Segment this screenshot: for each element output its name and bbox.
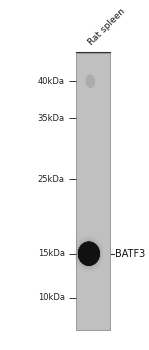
Ellipse shape (80, 244, 98, 264)
Ellipse shape (79, 243, 98, 264)
Ellipse shape (79, 243, 98, 264)
Ellipse shape (80, 244, 98, 263)
Ellipse shape (77, 239, 101, 268)
Ellipse shape (79, 242, 99, 265)
Ellipse shape (80, 244, 98, 263)
Ellipse shape (79, 243, 99, 265)
Text: 35kDa: 35kDa (38, 114, 65, 123)
Ellipse shape (77, 240, 101, 267)
Ellipse shape (79, 243, 99, 265)
Ellipse shape (79, 243, 99, 265)
Ellipse shape (79, 243, 98, 264)
Ellipse shape (79, 243, 99, 265)
Text: 40kDa: 40kDa (38, 77, 65, 86)
Text: Rat spleen: Rat spleen (87, 7, 127, 48)
Ellipse shape (85, 75, 95, 88)
Text: 15kDa: 15kDa (38, 249, 65, 258)
Ellipse shape (81, 245, 97, 263)
Ellipse shape (80, 244, 98, 264)
Ellipse shape (80, 244, 98, 264)
Bar (76, 52, 110, 330)
Ellipse shape (78, 242, 100, 265)
Text: 10kDa: 10kDa (38, 293, 65, 302)
Ellipse shape (80, 244, 97, 263)
Text: 25kDa: 25kDa (38, 175, 65, 184)
Ellipse shape (79, 243, 99, 265)
Ellipse shape (80, 244, 97, 263)
Ellipse shape (80, 244, 97, 263)
Ellipse shape (80, 244, 98, 264)
Ellipse shape (79, 243, 99, 265)
Ellipse shape (80, 243, 98, 264)
Ellipse shape (79, 242, 99, 265)
Ellipse shape (79, 242, 99, 265)
Ellipse shape (78, 241, 100, 266)
Ellipse shape (80, 244, 98, 264)
Ellipse shape (79, 243, 98, 264)
Ellipse shape (80, 244, 98, 264)
Ellipse shape (78, 242, 100, 266)
Text: BATF3: BATF3 (115, 248, 145, 259)
Ellipse shape (78, 242, 100, 266)
Ellipse shape (78, 242, 100, 265)
Ellipse shape (78, 241, 100, 266)
Ellipse shape (78, 242, 99, 265)
